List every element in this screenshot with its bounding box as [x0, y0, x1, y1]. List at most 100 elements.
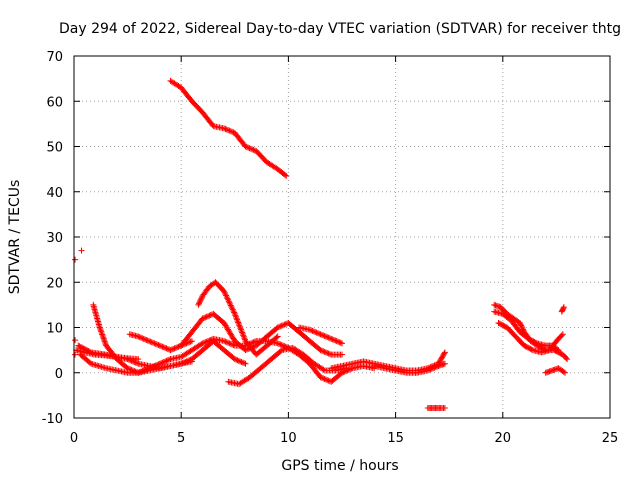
data-point — [200, 339, 207, 346]
y-tick-label: 30 — [46, 231, 63, 246]
data-point — [147, 338, 154, 345]
data-point — [196, 299, 203, 306]
data-point — [336, 339, 343, 346]
data-point — [222, 125, 229, 132]
data-point — [347, 366, 354, 373]
series-arc-p — [491, 308, 562, 354]
data-point — [325, 350, 332, 357]
data-point — [277, 341, 284, 348]
data-point — [332, 337, 339, 344]
data-point — [236, 323, 243, 330]
data-point — [560, 368, 567, 375]
data-point — [283, 172, 290, 179]
data-point — [282, 171, 289, 178]
data-point — [434, 363, 441, 370]
data-points — [72, 77, 571, 412]
data-point — [339, 340, 345, 347]
data-point — [273, 334, 280, 341]
data-point — [322, 333, 329, 340]
data-point — [227, 340, 234, 347]
x-tick-label: 5 — [177, 431, 185, 446]
data-point — [227, 301, 234, 308]
data-point — [250, 339, 257, 346]
data-point — [171, 345, 178, 352]
data-point — [227, 302, 234, 309]
data-point — [221, 288, 228, 295]
data-point — [555, 347, 562, 354]
data-point — [316, 330, 323, 337]
data-point — [223, 293, 230, 300]
data-point — [241, 360, 248, 367]
data-point — [251, 338, 258, 345]
x-tick-label: 0 — [70, 431, 78, 446]
data-point — [163, 345, 170, 352]
data-point — [183, 358, 190, 365]
data-point — [439, 354, 446, 361]
data-point — [563, 355, 570, 362]
data-point — [440, 351, 447, 358]
data-point — [221, 338, 228, 345]
series-arc-g — [178, 310, 345, 358]
series-arc-f — [195, 279, 281, 358]
data-point — [172, 344, 179, 351]
data-point — [427, 366, 434, 373]
series-isolated-points — [72, 247, 85, 358]
data-point — [229, 306, 236, 313]
data-point — [225, 296, 232, 303]
data-point — [239, 359, 246, 366]
data-point — [320, 366, 327, 373]
data-point — [75, 342, 82, 349]
data-point — [432, 364, 439, 371]
data-point — [321, 348, 328, 355]
series-arc-l — [371, 360, 448, 376]
data-point — [333, 338, 340, 345]
axis-ticks: 0 5 10 15 20 25 -10 0 10 20 30 40 50 60 70 — [42, 50, 619, 446]
data-point — [225, 298, 232, 305]
y-axis-label: SDTVAR / TECUs — [7, 180, 23, 295]
data-point — [274, 333, 281, 340]
data-point — [226, 127, 233, 134]
series-arc-c — [77, 338, 249, 376]
data-point — [441, 360, 448, 367]
data-point — [86, 359, 93, 366]
data-point — [168, 346, 175, 353]
data-point — [326, 351, 333, 358]
data-point — [528, 346, 535, 353]
data-point — [233, 356, 240, 363]
data-point — [72, 337, 79, 344]
data-point — [280, 322, 287, 329]
data-point — [242, 360, 249, 367]
data-point — [154, 341, 161, 348]
data-point — [329, 336, 336, 343]
data-point — [206, 312, 213, 319]
data-point — [136, 334, 143, 341]
data-point — [247, 145, 254, 152]
data-point — [246, 145, 253, 152]
data-point — [78, 247, 85, 254]
x-axis-label: GPS time / hours — [281, 458, 398, 474]
y-tick-label: 10 — [46, 322, 63, 337]
data-point — [250, 146, 257, 153]
data-point — [164, 357, 171, 364]
data-point — [324, 377, 331, 384]
data-point — [242, 342, 249, 349]
data-point — [322, 349, 329, 356]
data-point — [278, 322, 285, 329]
data-point — [156, 342, 163, 349]
data-point — [308, 327, 315, 334]
data-point — [312, 329, 319, 336]
data-point — [278, 342, 285, 349]
chart-title: Day 294 of 2022, Sidereal Day-to-day VTE… — [59, 21, 621, 37]
data-point — [206, 337, 213, 344]
data-point — [234, 318, 241, 325]
data-point — [227, 128, 234, 135]
data-point — [518, 322, 525, 329]
data-point — [199, 340, 206, 347]
data-point — [224, 295, 231, 302]
data-point — [249, 146, 256, 153]
data-point — [221, 125, 228, 132]
y-tick-label: 60 — [46, 95, 63, 110]
data-point — [162, 358, 169, 365]
data-point — [142, 336, 149, 343]
data-point — [516, 319, 523, 326]
